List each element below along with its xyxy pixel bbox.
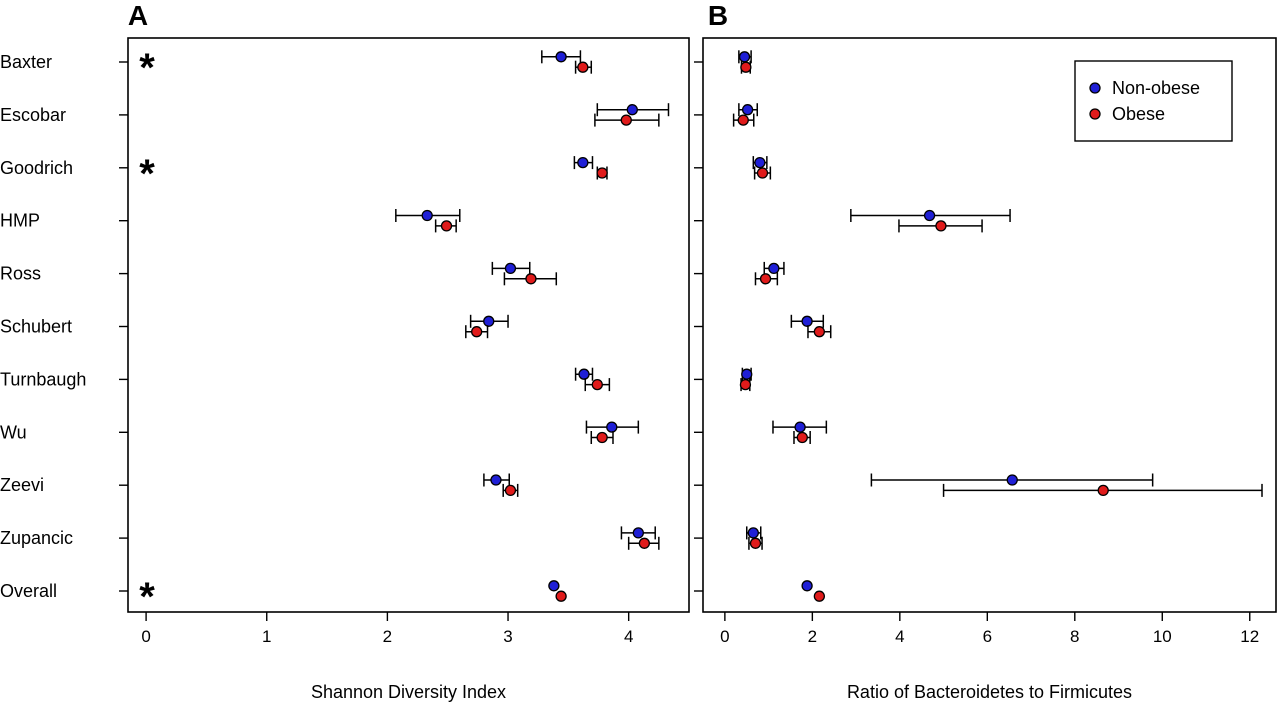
significance-star-goodrich: * xyxy=(139,152,155,196)
significance-star-overall: * xyxy=(139,575,155,619)
legend-label-non-obese: Non-obese xyxy=(1112,78,1200,98)
data-point-obese-escobar xyxy=(737,114,749,126)
data-point-non-obese-wu xyxy=(794,421,806,433)
series-non-obese xyxy=(738,50,1154,592)
data-point-obese-wu xyxy=(596,431,608,444)
data-point-non-obese-zupancic xyxy=(747,527,759,539)
data-point-obese-baxter xyxy=(577,61,589,73)
panel-label: B xyxy=(708,0,728,31)
data-point-obese-schubert xyxy=(471,326,483,338)
legend-box xyxy=(1074,60,1233,142)
row-label-turnbaugh: Turnbaugh xyxy=(0,369,86,389)
panel-label: A xyxy=(128,0,148,31)
data-point-non-obese-turnbaugh xyxy=(578,368,590,380)
x-tick-label: 0 xyxy=(141,627,150,646)
row-label-schubert: Schubert xyxy=(0,317,72,337)
data-point-non-obese-baxter xyxy=(555,51,567,63)
panel-b: B 0 2 4 6 8 10 12 Ratio of Bacteroidetes to Firm… xyxy=(694,0,1277,702)
significance-star-baxter: * xyxy=(139,46,155,90)
x-tick-label: 2 xyxy=(383,627,392,646)
data-point-obese-escobar xyxy=(620,114,632,126)
x-tick-label: 1 xyxy=(262,627,271,646)
data-point-obese-schubert xyxy=(813,326,825,338)
data-point-obese-zupancic xyxy=(749,537,762,549)
plot-frame xyxy=(127,37,690,613)
legend-swatch-non-obese xyxy=(1089,82,1101,94)
data-point-non-obese-overall xyxy=(548,580,560,592)
x-tick-label: 3 xyxy=(503,627,512,646)
row-label-hmp: HMP xyxy=(0,211,40,231)
data-point-non-obese-escobar xyxy=(741,104,754,116)
data-point-non-obese-wu xyxy=(606,421,618,433)
row-label-ross: Ross xyxy=(0,264,41,284)
series-obese xyxy=(434,60,660,602)
data-point-obese-goodrich xyxy=(756,167,769,179)
data-point-obese-turnbaugh xyxy=(739,378,752,391)
data-point-non-obese-schubert xyxy=(801,315,813,327)
data-point-non-obese-hmp xyxy=(421,209,433,222)
data-point-obese-baxter xyxy=(740,61,752,73)
data-point-non-obese-zeevi xyxy=(490,474,502,486)
x-tick-label: 4 xyxy=(895,627,904,646)
x-tick-label: 4 xyxy=(624,627,633,646)
data-point-obese-ross xyxy=(525,273,537,285)
data-point-non-obese-ross xyxy=(504,262,517,275)
data-point-obese-overall xyxy=(555,590,567,602)
series-obese xyxy=(732,60,1263,602)
x-tick-label: 0 xyxy=(720,627,729,646)
row-label-overall: Overall xyxy=(0,581,57,601)
data-point-non-obese-zeevi xyxy=(1006,474,1018,486)
data-point-obese-zeevi xyxy=(504,484,517,497)
data-point-non-obese-overall xyxy=(801,580,813,592)
data-point-obese-zeevi xyxy=(1097,484,1109,497)
row-label-goodrich: Goodrich xyxy=(0,158,73,178)
row-label-zupancic: Zupancic xyxy=(0,528,73,548)
data-point-obese-wu xyxy=(796,431,808,444)
x-tick-label: 2 xyxy=(808,627,817,646)
legend-swatch-obese xyxy=(1089,108,1101,120)
legend-label-obese: Obese xyxy=(1112,104,1165,124)
data-point-non-obese-goodrich xyxy=(577,156,589,169)
x-tick-label: 12 xyxy=(1240,627,1259,646)
series-non-obese xyxy=(395,50,670,592)
row-label-zeevi: Zeevi xyxy=(0,475,44,495)
x-tick-label: 8 xyxy=(1070,627,1079,646)
panel-a: A 0 1 2 3 4 Shannon Diversity Index Baxter Escob… xyxy=(0,0,690,702)
data-point-non-obese-turnbaugh xyxy=(741,368,753,380)
x-tick-label: 10 xyxy=(1153,627,1172,646)
row-label-escobar: Escobar xyxy=(0,105,66,125)
data-point-obese-overall xyxy=(813,590,825,602)
plot-frame xyxy=(702,37,1277,613)
legend: Non-obese Obese xyxy=(1074,60,1233,142)
data-point-non-obese-zupancic xyxy=(632,527,644,539)
x-tick-label: 6 xyxy=(983,627,992,646)
data-point-obese-hmp xyxy=(935,220,947,232)
data-point-non-obese-schubert xyxy=(483,315,495,327)
data-point-obese-hmp xyxy=(440,220,453,232)
x-axis-label: Ratio of Bacteroidetes to Firmicutes xyxy=(847,682,1132,702)
x-axis-label: Shannon Diversity Index xyxy=(311,682,506,702)
data-point-obese-zupancic xyxy=(638,537,651,549)
data-point-non-obese-ross xyxy=(768,262,780,275)
data-point-obese-ross xyxy=(759,273,772,285)
row-label-wu: Wu xyxy=(0,422,27,442)
data-point-non-obese-hmp xyxy=(923,209,936,222)
data-point-obese-turnbaugh xyxy=(591,378,603,391)
data-point-non-obese-escobar xyxy=(626,104,638,116)
row-label-baxter: Baxter xyxy=(0,52,52,72)
data-point-non-obese-baxter xyxy=(738,51,751,63)
data-point-obese-goodrich xyxy=(596,167,608,179)
data-point-non-obese-goodrich xyxy=(754,156,766,169)
